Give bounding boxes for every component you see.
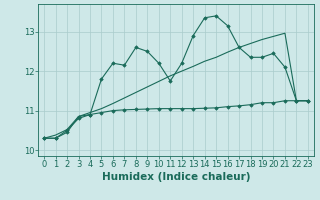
X-axis label: Humidex (Indice chaleur): Humidex (Indice chaleur) [102, 172, 250, 182]
